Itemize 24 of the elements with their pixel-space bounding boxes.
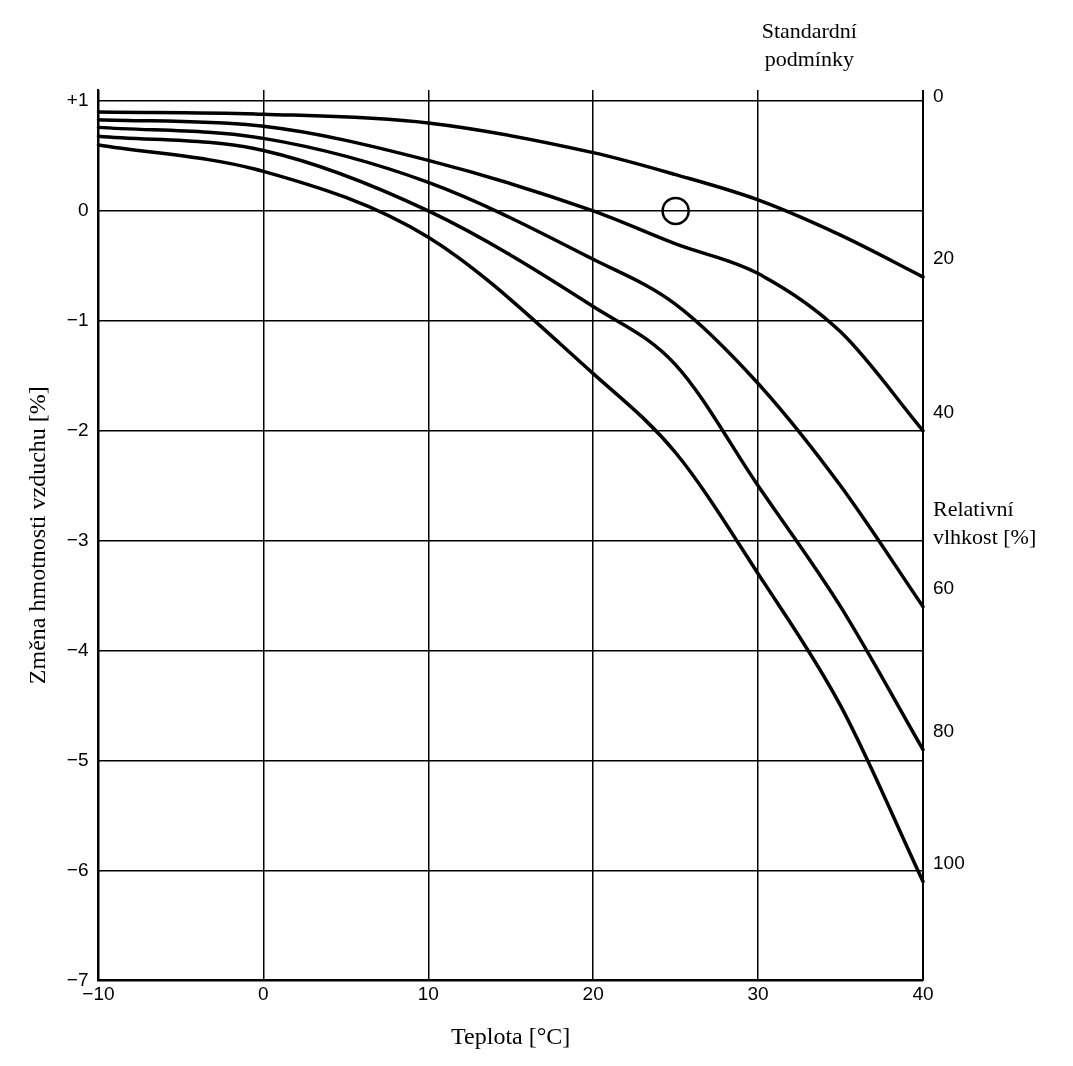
y-tick-label: 0: [77, 199, 89, 221]
y-tick-label: −4: [66, 638, 89, 660]
series-label: 100: [933, 851, 965, 873]
text: 0: [933, 85, 944, 107]
series-label: 80: [933, 719, 955, 741]
x-tick-label: 0: [258, 983, 269, 1005]
y-tick-label: −5: [66, 748, 89, 770]
x-tick-label: 10: [417, 983, 439, 1005]
text: Relativní vlhkost [%]: [933, 495, 1037, 549]
x-tick-label: 40: [912, 983, 934, 1005]
y-tick-label: −1: [66, 309, 89, 331]
y-tick-label: −2: [66, 419, 89, 440]
series-label: 20: [933, 247, 955, 269]
y-tick-label: −6: [66, 858, 89, 880]
y-tick-label: −7: [66, 968, 89, 990]
text: Standardní podmínky: [761, 17, 857, 71]
y-tick-label: +1: [66, 89, 89, 111]
x-axis-title: Teplota [°C]: [451, 1022, 571, 1049]
x-tick-label: 20: [582, 983, 604, 1005]
y-tick-label: −3: [66, 528, 89, 550]
x-tick-label: 30: [747, 983, 769, 1005]
series-label: 40: [933, 401, 955, 422]
series-label: 60: [933, 576, 955, 598]
y-axis-title: Změna hmotnosti vzduchu [%]: [23, 386, 50, 685]
